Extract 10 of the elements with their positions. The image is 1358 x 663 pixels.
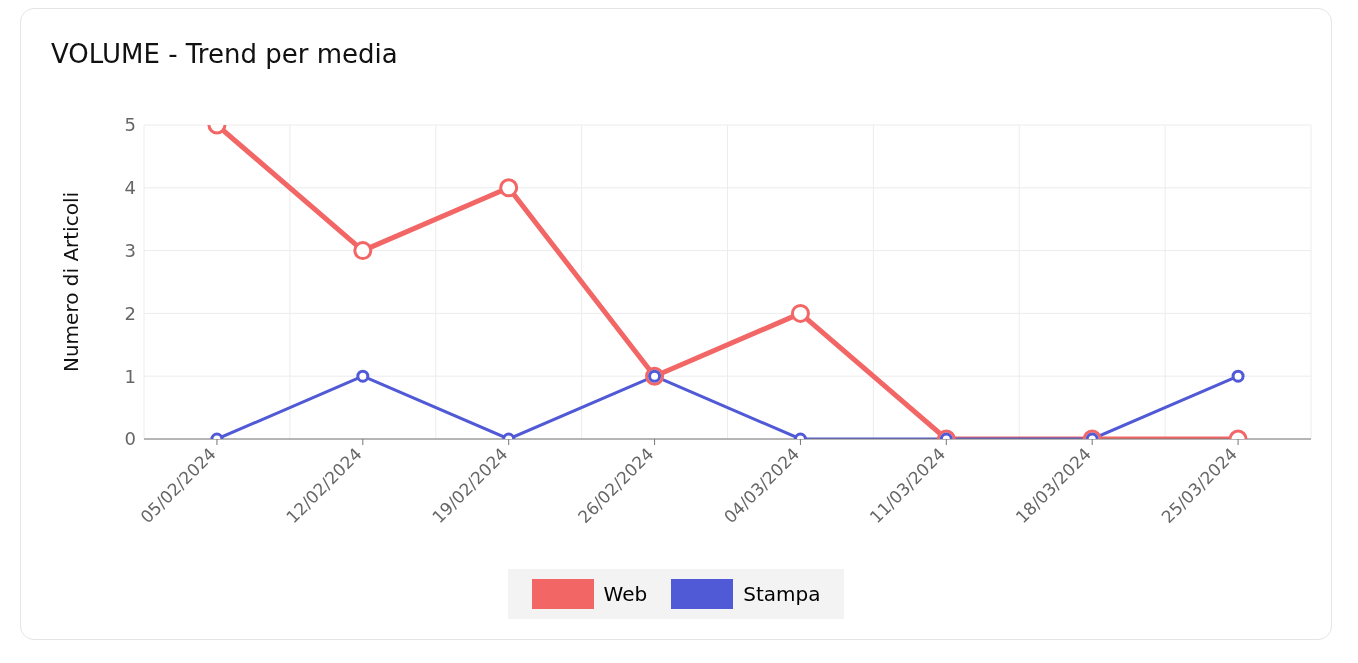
y-axis-title: Numero di Articoli [59, 191, 84, 373]
legend-label: Web [603, 582, 648, 606]
chart-title: VOLUME - Trend per media [51, 39, 398, 69]
y-tick-label: 4 [124, 177, 136, 199]
y-tick-label: 3 [124, 239, 136, 261]
y-tick-label: 2 [124, 302, 136, 324]
y-tick-label: 5 [124, 114, 136, 136]
legend-label: Stampa [743, 582, 821, 606]
y-tick-label: 1 [124, 365, 136, 387]
y-tick-label: 0 [124, 428, 136, 450]
